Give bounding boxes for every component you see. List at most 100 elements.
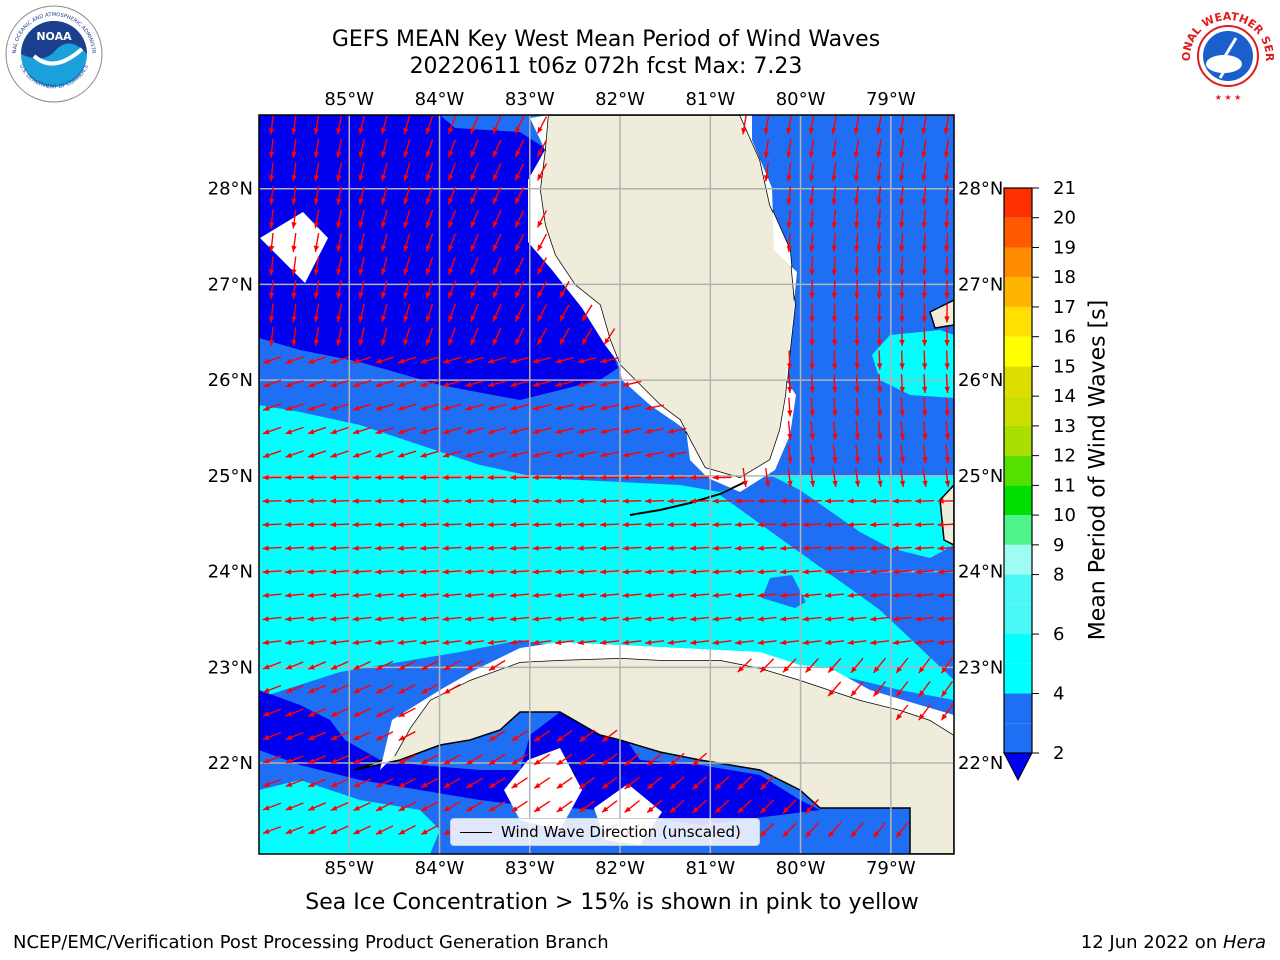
wave-direction-arrow: [854, 444, 861, 464]
wave-direction-arrow: [336, 186, 343, 205]
wave-direction-arrow: [352, 474, 372, 481]
wave-direction-arrow: [313, 303, 320, 323]
wave-direction-arrow: [577, 592, 597, 599]
wave-direction-arrow: [555, 404, 574, 411]
wave-direction-arrow: [509, 498, 530, 504]
wave-direction-arrow: [358, 303, 365, 323]
wave-direction-arrow: [532, 616, 552, 622]
wave-direction-arrow: [944, 256, 950, 276]
wave-direction-arrow: [262, 778, 282, 788]
wave-direction-arrow: [899, 397, 905, 417]
wave-direction-arrow: [914, 545, 935, 551]
wave-direction-arrow: [268, 326, 275, 347]
wave-direction-arrow: [847, 569, 867, 575]
lat-tick-label-left: 22°N: [208, 753, 253, 774]
wave-direction-arrow: [667, 545, 687, 551]
wave-direction-arrow: [892, 569, 912, 575]
wave-direction-arrow: [262, 474, 282, 481]
wave-direction-arrow: [824, 521, 845, 528]
wave-direction-arrow: [600, 427, 619, 434]
wave-direction-arrow: [492, 139, 502, 158]
wave-direction-arrow: [398, 778, 416, 788]
wave-direction-arrow: [782, 658, 797, 673]
wave-direction-arrow: [420, 801, 439, 812]
wave-direction-arrow: [808, 162, 815, 182]
colorbar-tick-label: 13: [1053, 416, 1076, 437]
wave-direction-arrow: [509, 521, 530, 528]
wave-direction-arrow: [869, 545, 890, 551]
wave-direction-arrow: [470, 327, 479, 346]
wave-direction-arrow: [554, 639, 575, 646]
wave-direction-arrow: [601, 729, 618, 743]
wave-direction-arrow: [892, 592, 912, 599]
wave-direction-arrow: [854, 397, 860, 417]
wave-direction-arrow: [375, 426, 394, 435]
map-plot-area: [259, 115, 954, 854]
wave-direction-arrow: [262, 802, 282, 811]
wave-direction-arrow: [877, 444, 883, 464]
colorbar-tick-label: 16: [1053, 327, 1076, 348]
wave-direction-arrow: [403, 162, 411, 182]
wave-direction-arrow: [809, 303, 815, 323]
wave-direction-arrow: [510, 356, 529, 364]
lon-tick-label-bottom: 81°W: [685, 858, 735, 879]
colorbar-tick-label: 11: [1053, 475, 1076, 496]
colorbar-swatch: [1004, 574, 1032, 605]
wave-direction-arrow: [442, 403, 462, 411]
wave-direction-arrow: [734, 569, 755, 575]
wave-direction-arrow: [397, 498, 417, 504]
wave-direction-arrow: [511, 730, 528, 742]
wave-direction-arrow: [262, 755, 282, 764]
wave-direction-arrow: [689, 616, 710, 622]
wave-direction-arrow: [329, 592, 350, 599]
wave-direction-arrow: [899, 303, 905, 323]
wave-direction-arrow: [876, 185, 882, 206]
wave-direction-arrow: [284, 639, 305, 646]
wave-direction-arrow: [599, 639, 620, 646]
wave-direction-arrow: [831, 209, 837, 229]
wave-direction-arrow: [268, 303, 275, 323]
wave-direction-arrow: [470, 162, 479, 182]
wave-direction-arrow: [465, 777, 484, 789]
svg-text:NOAA: NOAA: [36, 30, 72, 43]
wave-direction-arrow: [464, 498, 485, 504]
wave-direction-arrow: [645, 451, 664, 458]
wave-direction-arrow: [712, 616, 732, 622]
wave-direction-arrow: [532, 403, 552, 411]
colorbar-swatch: [1004, 634, 1032, 664]
wave-direction-arrow: [872, 681, 887, 697]
wave-direction-arrow: [291, 209, 297, 229]
wave-direction-arrow: [554, 592, 575, 599]
wave-direction-arrow: [824, 569, 845, 575]
wave-direction-arrow: [600, 404, 619, 411]
wave-direction-arrow: [398, 801, 416, 812]
wave-direction-arrow: [734, 639, 755, 646]
wave-direction-arrow: [511, 753, 528, 766]
wave-direction-arrow: [336, 233, 343, 252]
wave-direction-arrow: [448, 186, 456, 205]
wave-direction-arrow: [622, 521, 642, 528]
wave-direction-arrow: [877, 467, 883, 488]
wave-direction-arrow: [944, 232, 950, 253]
colorbar-swatch: [1004, 396, 1032, 426]
wave-direction-arrow: [646, 799, 663, 814]
wave-direction-arrow: [509, 592, 530, 599]
wave-direction-arrow: [403, 303, 411, 323]
wave-direction-arrow: [532, 592, 552, 599]
wave-direction-arrow: [420, 824, 439, 836]
wave-direction-arrow: [419, 569, 440, 575]
wave-direction-arrow: [262, 684, 282, 694]
wave-direction-arrow: [895, 822, 909, 838]
wave-direction-arrow: [899, 279, 905, 300]
wave-direction-arrow: [876, 303, 883, 323]
wave-direction-arrow: [782, 822, 797, 838]
wave-direction-arrow: [581, 304, 593, 322]
wave-direction-arrow: [464, 474, 485, 481]
wave-direction-arrow: [918, 704, 931, 721]
wave-direction-arrow: [555, 427, 574, 434]
wave-direction-arrow: [940, 704, 954, 721]
wave-direction-arrow: [313, 280, 320, 299]
wave-direction-arrow: [307, 778, 327, 788]
wave-direction-arrow: [809, 326, 815, 347]
wave-direction-arrow: [285, 755, 304, 764]
